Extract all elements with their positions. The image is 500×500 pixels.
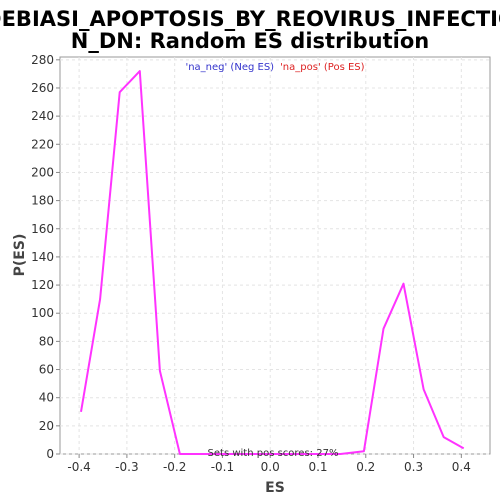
x-tick-label: -0.4 xyxy=(67,460,90,474)
x-tick-label: 0.0 xyxy=(261,460,280,474)
x-tick-label: -0.3 xyxy=(115,460,138,474)
annotation: Sets with pos scores: 27% xyxy=(208,448,339,459)
y-tick-label: 180 xyxy=(31,194,54,208)
legend: 'na_neg' (Neg ES) 'na_pos' (Pos ES) xyxy=(185,62,364,73)
plot-area xyxy=(59,56,491,455)
x-tick-label: 0.2 xyxy=(356,460,375,474)
x-tick-label: -0.2 xyxy=(163,460,186,474)
y-tick-label: 0 xyxy=(46,447,54,461)
y-axis-label: P(ES) xyxy=(12,234,28,277)
y-axis: 0 20 40 60 80 100 120 140 160 180 200 220 240 260 280 xyxy=(31,53,60,461)
y-tick-label: 220 xyxy=(31,137,54,151)
y-tick-label: 140 xyxy=(31,250,54,264)
grid xyxy=(60,57,490,455)
chart-title-line-2: N_DN: Random ES distribution xyxy=(71,29,429,53)
x-tick-label: 0.4 xyxy=(452,460,471,474)
y-tick-label: 120 xyxy=(31,278,54,292)
y-tick-label: 60 xyxy=(39,363,54,377)
y-tick-label: 20 xyxy=(39,419,54,433)
legend-item-pos: 'na_pos' (Pos ES) xyxy=(280,62,365,73)
y-tick-label: 160 xyxy=(31,222,54,236)
chart-title-line-1: DEBIASI_APOPTOSIS_BY_REOVIRUS_INFECTIO xyxy=(0,7,500,31)
legend-item-neg: 'na_neg' (Neg ES) xyxy=(185,62,274,73)
y-tick-label: 200 xyxy=(31,165,54,179)
x-tick-label: -0.1 xyxy=(211,460,234,474)
x-axis-label: ES xyxy=(265,480,285,496)
x-axis: -0.4 -0.3 -0.2 -0.1 0.0 0.1 0.2 0.3 0.4 xyxy=(67,454,471,474)
series-group xyxy=(80,70,465,455)
y-tick-label: 240 xyxy=(31,109,54,123)
x-tick-label: 0.1 xyxy=(308,460,327,474)
y-tick-label: 80 xyxy=(39,334,54,348)
y-tick-label: 100 xyxy=(31,306,54,320)
y-tick-label: 40 xyxy=(39,391,54,405)
y-tick-label: 260 xyxy=(31,81,54,95)
series-line xyxy=(80,70,465,455)
x-tick-label: 0.3 xyxy=(404,460,423,474)
y-tick-label: 280 xyxy=(31,53,54,67)
